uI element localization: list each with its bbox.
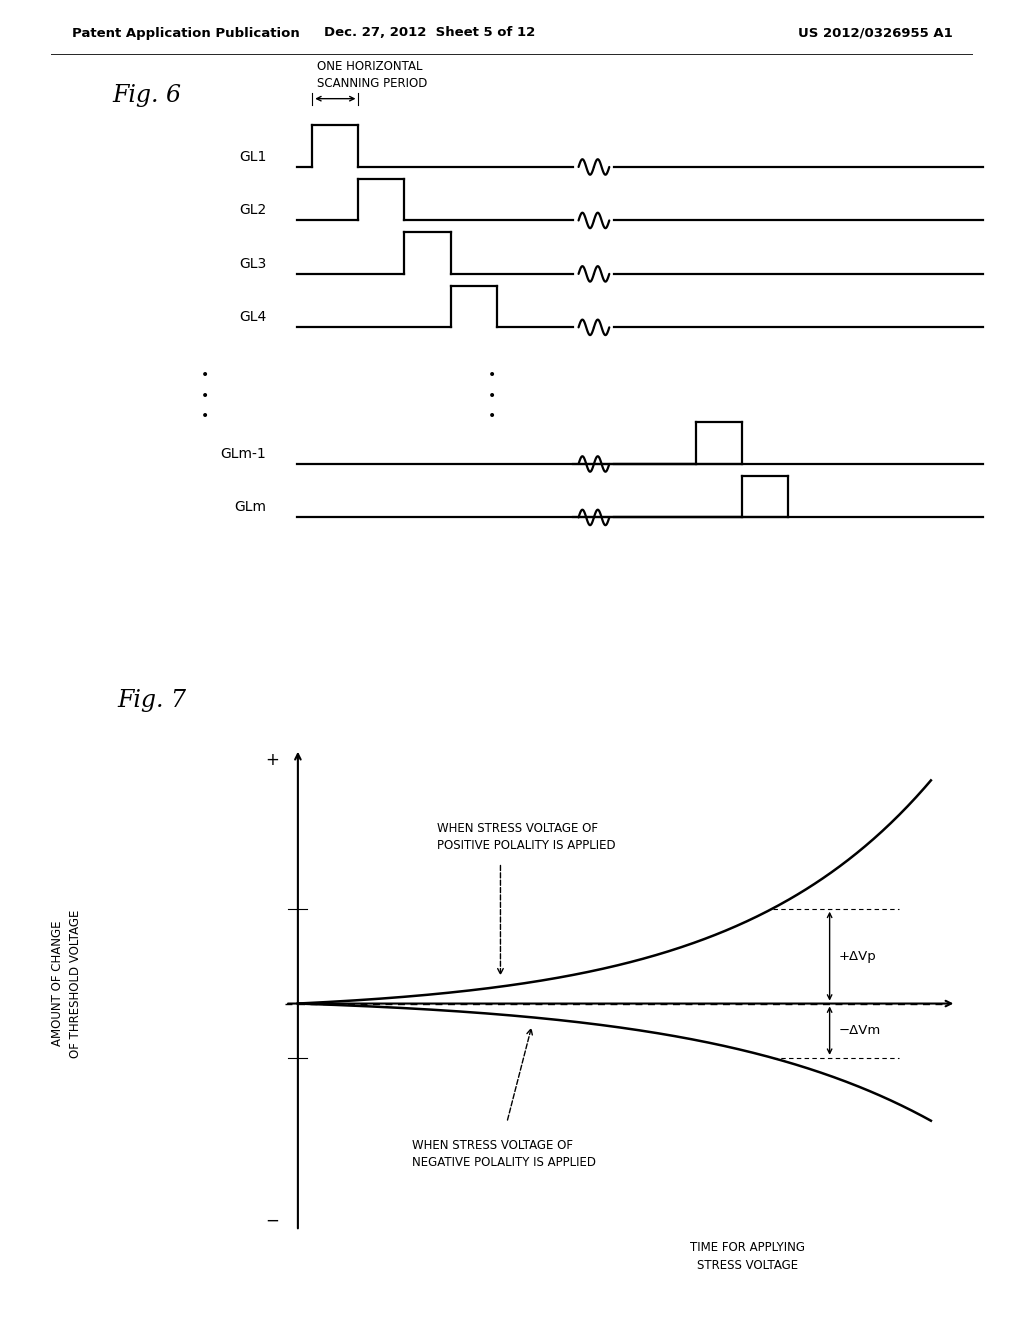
Text: •: •: [201, 409, 209, 424]
Text: •: •: [201, 368, 209, 381]
Text: GL1: GL1: [239, 150, 266, 164]
Text: −ΔVm: −ΔVm: [839, 1024, 882, 1038]
Text: US 2012/0326955 A1: US 2012/0326955 A1: [798, 26, 952, 40]
Text: AMOUNT OF CHANGE
OF THRESHOLD VOLTAGE: AMOUNT OF CHANGE OF THRESHOLD VOLTAGE: [51, 909, 82, 1057]
Text: GL4: GL4: [239, 310, 266, 325]
Text: TIME FOR APPLYING
STRESS VOLTAGE: TIME FOR APPLYING STRESS VOLTAGE: [690, 1241, 805, 1271]
Text: GL3: GL3: [239, 257, 266, 271]
Text: •: •: [487, 409, 496, 424]
Text: GLm-1: GLm-1: [220, 447, 266, 461]
Text: WHEN STRESS VOLTAGE OF
NEGATIVE POLALITY IS APPLIED: WHEN STRESS VOLTAGE OF NEGATIVE POLALITY…: [412, 1139, 596, 1170]
Text: GL2: GL2: [239, 203, 266, 218]
Text: •: •: [487, 388, 496, 403]
Text: Patent Application Publication: Patent Application Publication: [72, 26, 299, 40]
Text: ONE HORIZONTAL
SCANNING PERIOD: ONE HORIZONTAL SCANNING PERIOD: [317, 59, 428, 90]
Text: Fig. 7: Fig. 7: [118, 689, 186, 711]
Text: +ΔVp: +ΔVp: [839, 949, 877, 962]
Text: Dec. 27, 2012  Sheet 5 of 12: Dec. 27, 2012 Sheet 5 of 12: [325, 26, 536, 40]
Text: −: −: [265, 1212, 279, 1229]
Text: GLm: GLm: [234, 500, 266, 515]
Text: •: •: [201, 388, 209, 403]
Text: Fig. 6: Fig. 6: [113, 84, 181, 107]
Text: WHEN STRESS VOLTAGE OF
POSITIVE POLALITY IS APPLIED: WHEN STRESS VOLTAGE OF POSITIVE POLALITY…: [437, 822, 615, 851]
Text: +: +: [265, 751, 279, 768]
Text: •: •: [487, 368, 496, 381]
